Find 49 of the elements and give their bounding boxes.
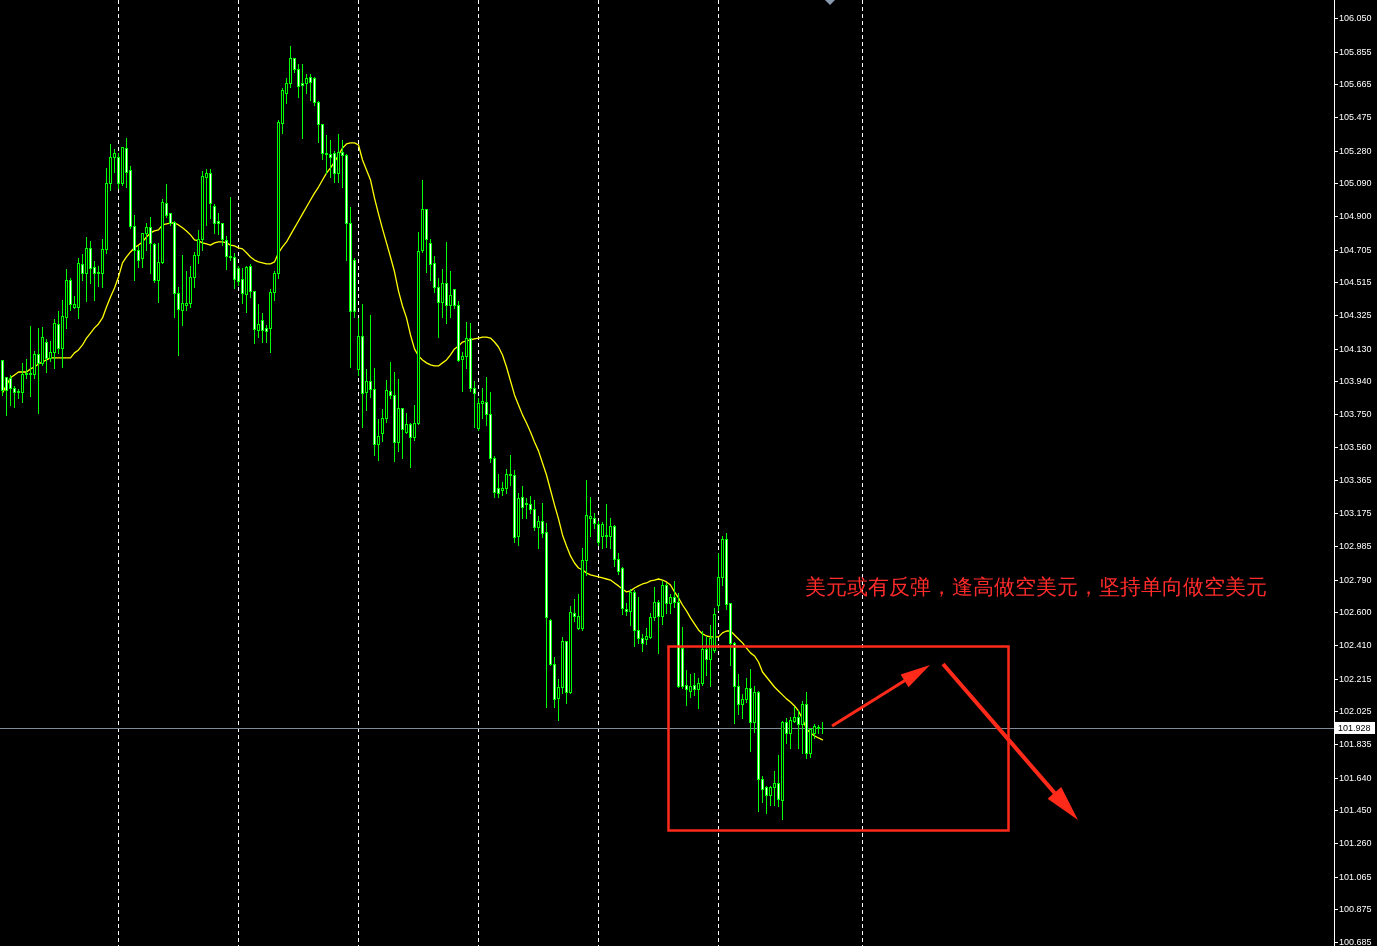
candlestick: [213, 203, 216, 234]
candlestick: [361, 303, 364, 428]
candlestick: [605, 503, 608, 548]
y-tick-label: 101.640: [1339, 772, 1372, 783]
y-tick-label: 101.065: [1339, 871, 1372, 882]
y-tick-label: 103.560: [1339, 441, 1372, 452]
candlestick: [749, 668, 752, 752]
y-tick-label: 103.175: [1339, 508, 1372, 519]
candlestick: [301, 63, 304, 139]
candlestick: [85, 236, 88, 302]
y-tick-label: 102.600: [1339, 607, 1372, 618]
y-tick-label: 105.475: [1339, 112, 1372, 123]
y-tick-label: 102.215: [1339, 673, 1372, 684]
y-tick-label: 102.985: [1339, 540, 1372, 551]
candlestick: [805, 691, 808, 759]
y-tick-label: 103.750: [1339, 409, 1372, 420]
candlestick: [77, 257, 80, 319]
y-tick-label: 101.835: [1339, 738, 1372, 749]
y-tick-label: 102.410: [1339, 639, 1372, 650]
candlestick: [245, 265, 248, 313]
y-tick-label: 103.940: [1339, 376, 1372, 387]
y-tick-label: 103.365: [1339, 475, 1372, 486]
candlestick: [757, 690, 760, 812]
y-tick-label: 102.025: [1339, 706, 1372, 717]
y-tick-label: 104.900: [1339, 211, 1372, 222]
y-tick-label: 101.450: [1339, 805, 1372, 816]
y-tick-label: 101.260: [1339, 838, 1372, 849]
y-tick-label: 105.855: [1339, 46, 1372, 57]
annotation: 美元或有反弹，逢高做空美元，坚持单向做空美元: [805, 575, 1267, 599]
candlestick: [149, 216, 152, 274]
line-series: [1, 142, 824, 741]
candlestick: [633, 589, 636, 647]
candlestick: [445, 241, 448, 324]
y-tick-label: 104.705: [1339, 244, 1372, 255]
candlestick: [29, 325, 32, 397]
y-tick-label: 105.280: [1339, 145, 1372, 156]
y-tick-label: 105.665: [1339, 79, 1372, 90]
candlestick: [21, 362, 24, 403]
y-tick-label: 105.090: [1339, 178, 1372, 189]
candlestick: [781, 720, 784, 820]
y-tick-label: 104.515: [1339, 277, 1372, 288]
y-tick-label: 104.130: [1339, 343, 1372, 354]
y-tick-label: 104.325: [1339, 310, 1372, 321]
y-tick-label: 102.790: [1339, 574, 1372, 585]
y-tick-label: 106.050: [1339, 13, 1372, 24]
y-tick-label: 100.685: [1339, 937, 1372, 946]
candlestick: [37, 327, 40, 414]
ref-line-label: 101.928: [1338, 722, 1371, 733]
y-tick-label: 100.875: [1339, 904, 1372, 915]
